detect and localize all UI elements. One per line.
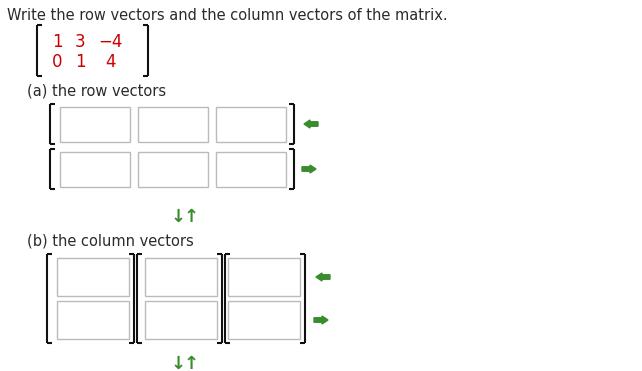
Bar	[216, 152, 286, 187]
Text: 0: 0	[52, 53, 62, 71]
Bar	[216, 107, 286, 142]
Bar	[145, 258, 217, 296]
Bar	[60, 152, 130, 187]
Text: 4: 4	[105, 53, 116, 71]
Text: −4: −4	[98, 33, 122, 51]
FancyArrow shape	[304, 120, 318, 128]
Text: Write the row vectors and the column vectors of the matrix.: Write the row vectors and the column vec…	[7, 8, 447, 23]
Bar	[228, 301, 300, 339]
Bar	[138, 107, 208, 142]
Bar	[57, 301, 129, 339]
Text: (a) the row vectors: (a) the row vectors	[27, 84, 166, 99]
Bar	[138, 152, 208, 187]
Text: ↓: ↓	[170, 355, 186, 371]
Bar	[145, 301, 217, 339]
FancyArrow shape	[302, 165, 316, 173]
Text: 3: 3	[74, 33, 85, 51]
Text: ↑: ↑	[184, 355, 198, 371]
Bar	[57, 258, 129, 296]
FancyArrow shape	[316, 273, 330, 281]
Text: 1: 1	[52, 33, 62, 51]
Text: (b) the column vectors: (b) the column vectors	[27, 233, 194, 248]
Bar	[228, 258, 300, 296]
FancyArrow shape	[314, 316, 328, 324]
Bar	[60, 107, 130, 142]
Text: 1: 1	[74, 53, 85, 71]
Text: ↑: ↑	[184, 208, 198, 226]
Text: ↓: ↓	[170, 208, 186, 226]
